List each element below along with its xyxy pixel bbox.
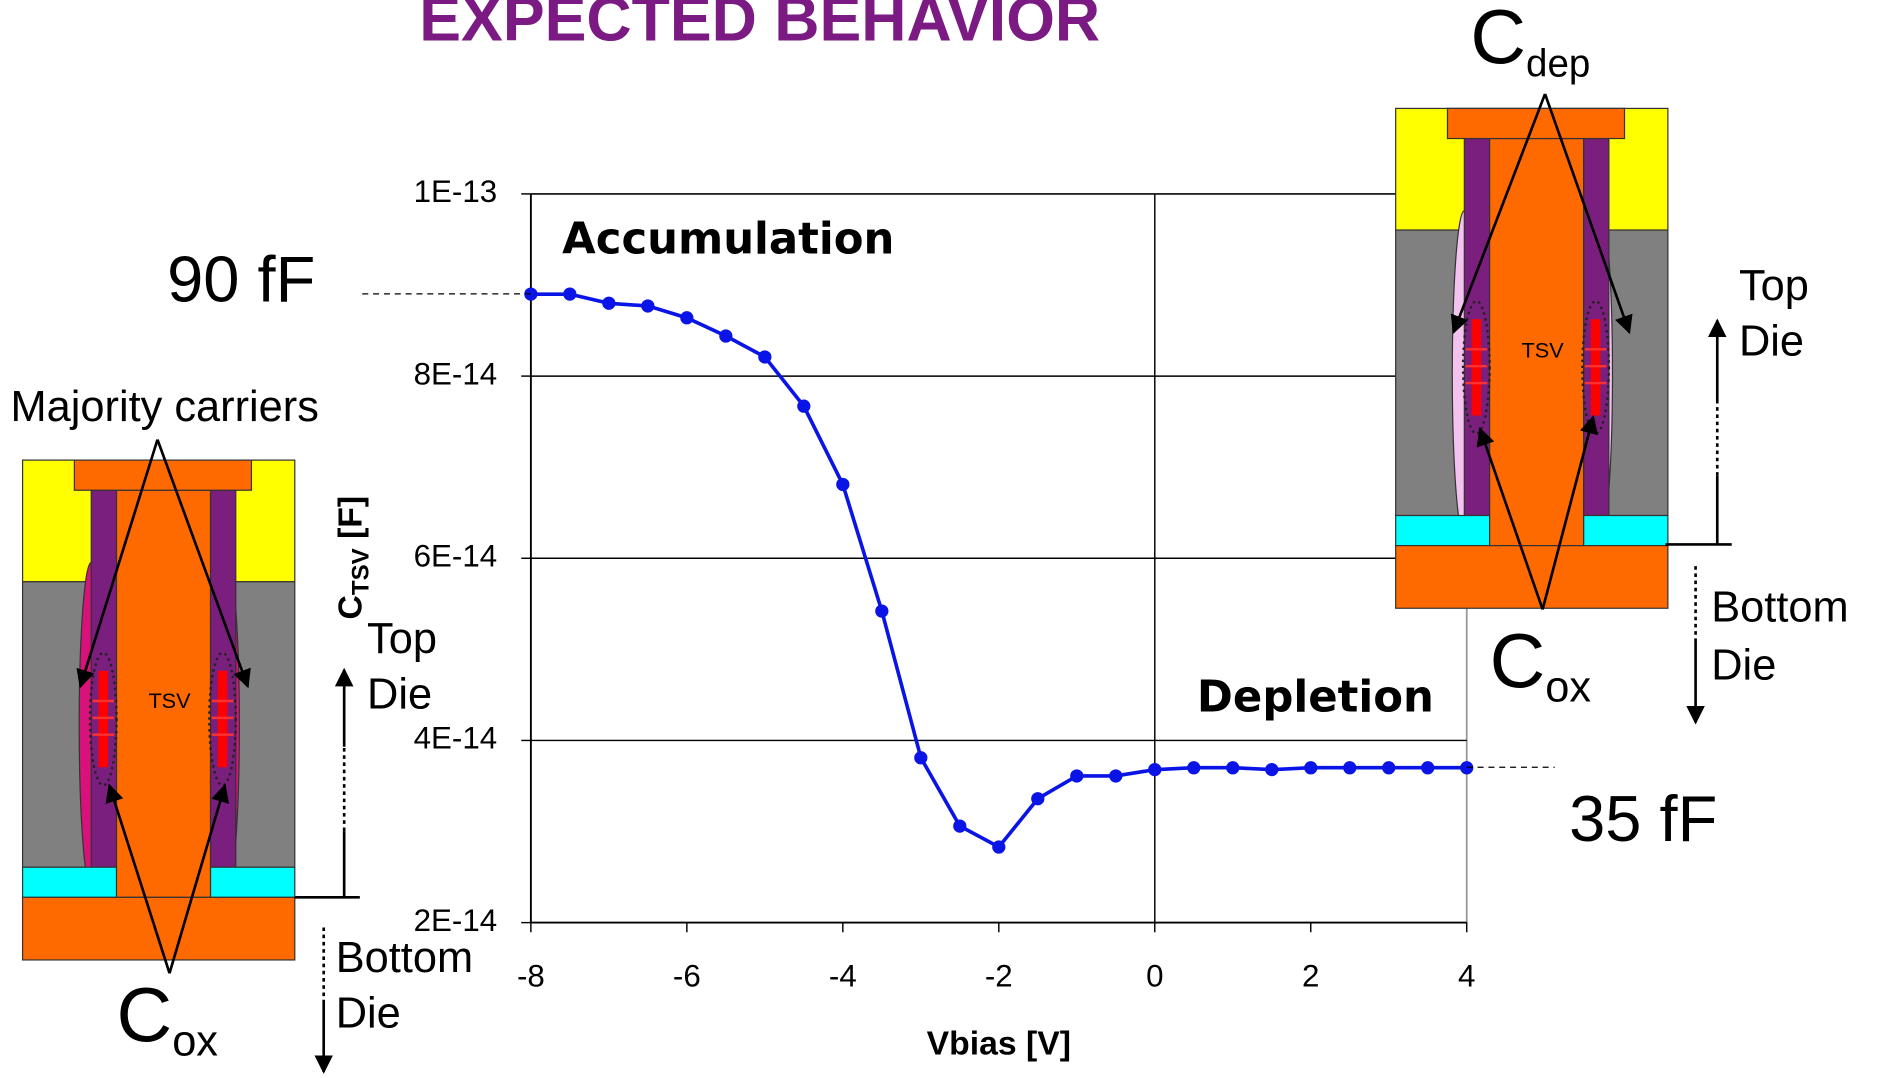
annotation: 90 fF <box>167 242 315 315</box>
data-point <box>524 287 538 301</box>
text-rest: [F] <box>332 496 370 548</box>
text-line: Bottom <box>336 935 473 983</box>
data-line <box>530 292 1467 850</box>
text-line: Bottom <box>1711 584 1848 632</box>
x-tick-label: -2 <box>985 958 1013 993</box>
y-tick-label: 4E-14 <box>414 721 498 756</box>
pointer-line <box>105 783 171 974</box>
data-point <box>1421 761 1435 775</box>
pointer-line <box>1476 427 1544 610</box>
text-sub: dep <box>1526 43 1590 86</box>
x-tick-label: -8 <box>517 958 545 993</box>
data-point <box>1226 761 1240 775</box>
x-tick-label: 2 <box>1302 958 1319 993</box>
data-point <box>719 329 733 343</box>
y-tick-label: 1E-13 <box>414 174 498 209</box>
pointer-line <box>1450 93 1547 335</box>
data-point <box>914 751 928 765</box>
data-point <box>992 840 1006 854</box>
tsv-diagram <box>1395 107 1669 609</box>
data-point <box>1031 792 1045 806</box>
die-layer <box>1582 514 1669 547</box>
die-label: Top Die <box>367 615 437 718</box>
data-point <box>563 287 577 301</box>
text-sub: TSV <box>348 548 375 595</box>
data-point <box>1265 762 1279 777</box>
data-point <box>641 299 655 313</box>
y-axis-label: CTSV [F] <box>332 496 376 620</box>
diagram-heading: Majority carriers <box>11 383 319 431</box>
data-point <box>1109 769 1123 783</box>
data-point <box>797 399 811 413</box>
data-point <box>1382 761 1396 775</box>
diagram-heading: Cdep <box>1470 0 1590 86</box>
pointer-line <box>76 439 159 689</box>
x-tick-label: 0 <box>1146 958 1163 993</box>
data-point <box>953 819 967 833</box>
data-point <box>1070 769 1084 783</box>
tsv-label: TSV <box>148 688 191 713</box>
die-layer <box>1446 107 1626 140</box>
text-line: Die <box>367 671 432 719</box>
text-line: Die <box>1711 642 1776 690</box>
data-point <box>680 311 694 325</box>
annotation: Accumulation <box>562 215 894 265</box>
text-line: Die <box>336 990 401 1038</box>
cap-label: Cox <box>117 973 219 1066</box>
die-label: Top Die <box>1739 263 1809 366</box>
die-label: Bottom Die <box>1711 584 1848 690</box>
y-tick-label: 6E-14 <box>414 539 498 574</box>
text-line: Top <box>367 615 437 663</box>
annotation: Depletion <box>1197 672 1434 722</box>
annotation: 35 fF <box>1569 782 1717 855</box>
x-tick-label: -6 <box>673 958 701 993</box>
text-main: C <box>1490 619 1546 705</box>
pointer-line <box>156 439 251 689</box>
data-point <box>758 350 772 364</box>
die-layer <box>73 459 253 491</box>
text-sub: ox <box>172 1018 218 1066</box>
data-point <box>1343 761 1357 775</box>
cap-label: Cox <box>1490 619 1592 712</box>
text-sub: ox <box>1545 664 1591 712</box>
die-layer <box>21 866 118 898</box>
x-tick-label: 4 <box>1458 958 1475 993</box>
data-point <box>1148 762 1162 777</box>
data-point <box>875 604 889 618</box>
x-tick-label: -4 <box>829 958 857 993</box>
die-layer <box>1395 514 1491 547</box>
text-main: C <box>1470 0 1526 81</box>
charge <box>98 670 109 768</box>
die-label: Bottom Die <box>336 935 473 1038</box>
charge-region <box>88 651 118 787</box>
die-layer <box>115 489 212 898</box>
charge-region <box>1461 299 1491 435</box>
data-point <box>836 477 850 492</box>
pointer-line <box>168 783 230 974</box>
x-axis-label: Vbias [V] <box>927 1024 1071 1062</box>
text-main: C <box>332 595 370 619</box>
pointer-line <box>1543 93 1633 335</box>
data-point <box>1304 761 1318 775</box>
y-tick-label: 8E-14 <box>414 356 498 391</box>
data-point <box>1187 761 1201 775</box>
tsv-label: TSV <box>1522 337 1565 362</box>
text-line: Top <box>1739 263 1809 311</box>
charge-region <box>208 651 237 787</box>
die-layer <box>209 866 296 898</box>
pointer-line <box>1541 414 1598 610</box>
charge-region <box>1581 299 1611 435</box>
y-tick-label: 2E-14 <box>414 903 498 938</box>
charge <box>217 670 228 768</box>
slide-title: EXPECTED BEHAVIOR <box>419 0 1100 55</box>
text-line: Die <box>1739 318 1804 366</box>
text-main: C <box>117 973 173 1059</box>
data-point <box>602 296 616 310</box>
die-layer <box>21 896 296 961</box>
